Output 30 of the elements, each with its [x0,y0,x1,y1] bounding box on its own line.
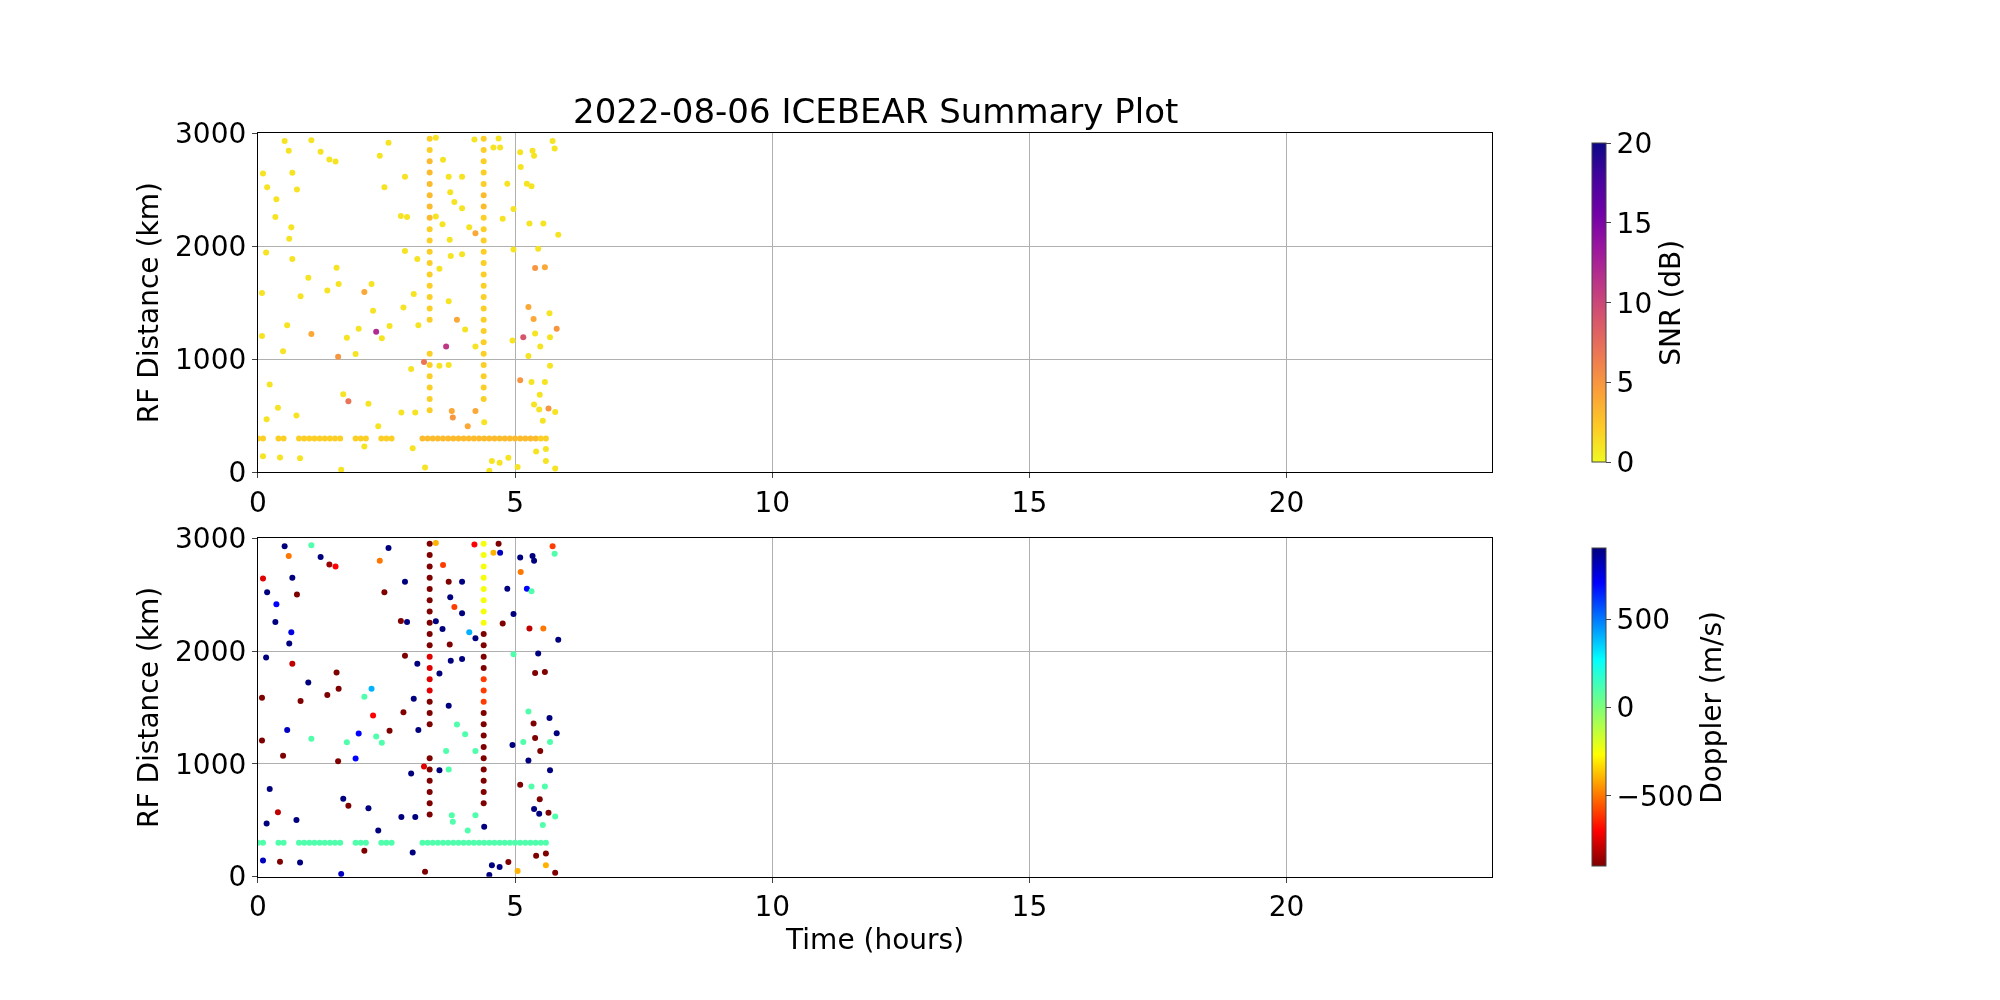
x-tick-label: 10 [754,486,791,520]
y-axis-title: RF Distance (km) [131,182,165,424]
y-tick-label: 2000 [175,229,247,263]
x-tick-label: 10 [754,890,791,924]
color-bar-label: 500 [1616,602,1671,636]
color-bar-label: 15 [1616,206,1653,240]
y-tick-label: 1000 [175,343,247,377]
color-bar-label: 0 [1616,691,1635,725]
x-tick-label: 15 [1011,890,1048,924]
color-bar-label: 20 [1616,127,1653,161]
color-bar-title: SNR (dB) [1654,239,1688,366]
x-tick-label: 20 [1268,890,1305,924]
y-tick-label: 2000 [175,634,247,668]
x-tick-label: 20 [1268,486,1305,520]
y-tick-label: 0 [228,456,247,490]
x-tick-label: 15 [1011,486,1048,520]
x-axis-title: Time (hours) [785,923,965,957]
color-bar-label: −500 [1616,779,1694,813]
y-tick-label: 3000 [175,521,247,555]
x-tick-label: 5 [506,486,524,520]
y-tick-label: 0 [228,860,247,894]
color-bar-label: 5 [1616,366,1635,400]
color-bar-title: Doppler (m/s) [1695,611,1729,804]
x-tick-label: 5 [506,890,524,924]
chart-title: 2022-08-06 ICEBEAR Summary Plot [573,91,1179,131]
color-bar-label: 10 [1616,286,1653,320]
color-bar-label: 0 [1616,446,1635,480]
y-tick-label: 3000 [175,116,247,150]
y-axis-title: RF Distance (km) [131,586,165,828]
y-tick-label: 1000 [175,747,247,781]
